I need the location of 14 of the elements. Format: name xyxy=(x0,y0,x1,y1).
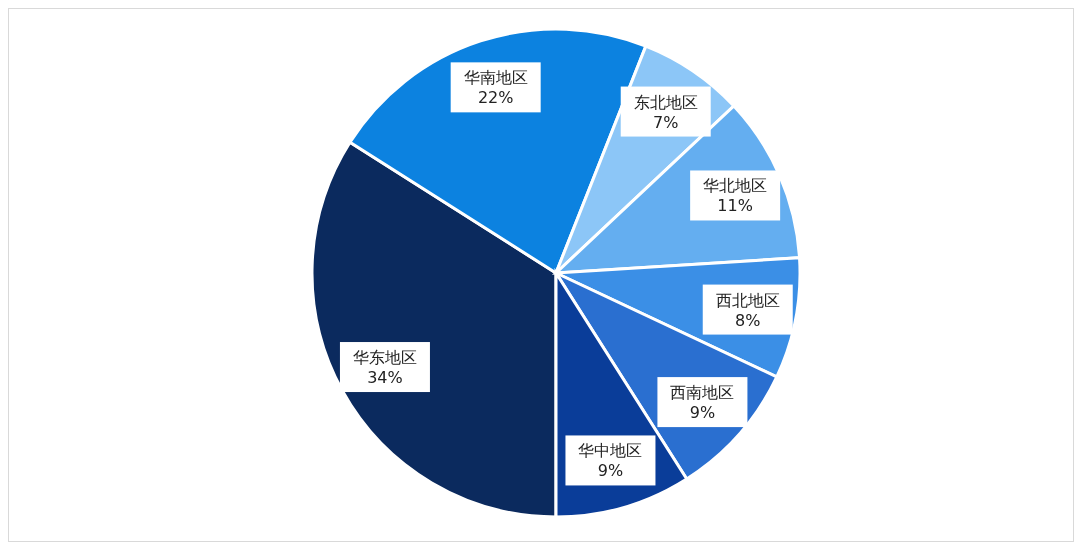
slice-label: 华南地区 xyxy=(463,68,528,88)
slice-label: 华中地区 xyxy=(578,441,643,461)
data-label: 9% xyxy=(689,403,716,423)
data-label: 22% xyxy=(477,88,514,108)
data-label: 9% xyxy=(597,461,624,481)
slice-label: 华东地区 xyxy=(352,348,417,368)
data-label: 11% xyxy=(717,196,753,216)
slice-label: 华北地区 xyxy=(703,176,768,196)
slice-label: 东北地区 xyxy=(633,92,698,112)
data-label: 7% xyxy=(653,112,679,132)
slice-label: 西南地区 xyxy=(670,383,735,403)
data-label: 8% xyxy=(735,310,761,330)
slice-label: 西北地区 xyxy=(715,290,780,310)
data-label: 34% xyxy=(367,368,403,388)
